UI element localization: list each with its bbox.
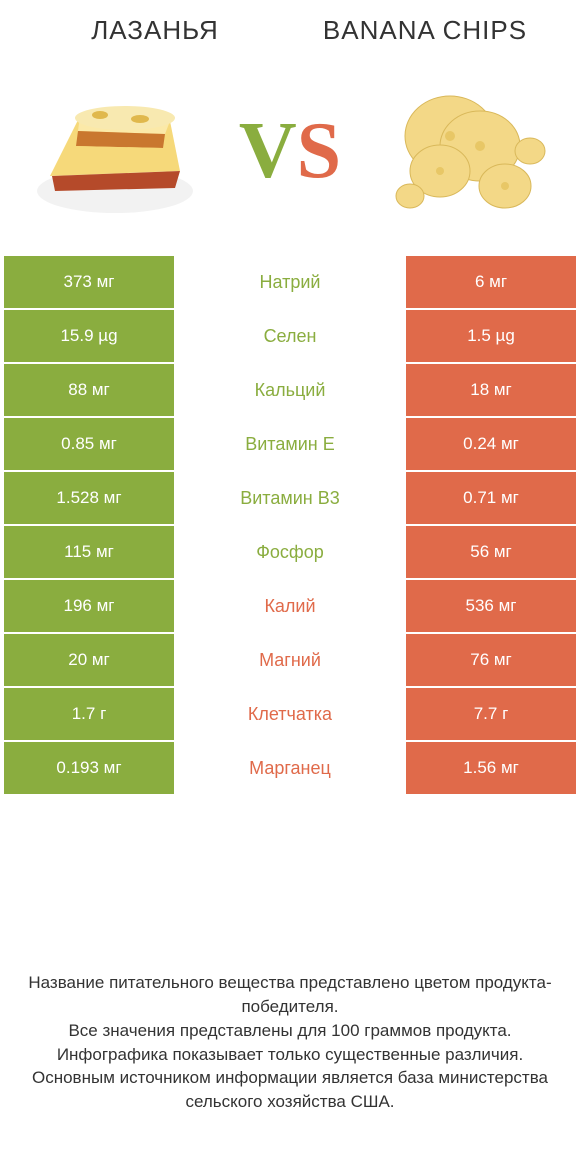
nutrient-name: Селен: [174, 310, 406, 362]
footer-line: Инфографика показывает только существенн…: [20, 1043, 560, 1067]
table-row: 20 мгМагний76 мг: [4, 634, 576, 688]
value-right: 1.56 мг: [406, 742, 576, 794]
product-image-right: [380, 76, 550, 226]
table-row: 1.7 гКлетчатка7.7 г: [4, 688, 576, 742]
value-left: 88 мг: [4, 364, 174, 416]
value-left: 15.9 µg: [4, 310, 174, 362]
footer-line: Основным источником информации является …: [20, 1066, 560, 1114]
table-row: 88 мгКальций18 мг: [4, 364, 576, 418]
footer-notes: Название питательного вещества представл…: [0, 931, 580, 1174]
value-left: 20 мг: [4, 634, 174, 686]
nutrient-name: Калий: [174, 580, 406, 632]
vs-s: S: [297, 111, 342, 191]
nutrient-table: 373 мгНатрий6 мг15.9 µgСелен1.5 µg88 мгК…: [0, 256, 580, 796]
nutrient-name: Фосфор: [174, 526, 406, 578]
nutrient-name: Клетчатка: [174, 688, 406, 740]
title-right: BANANA CHIPS: [290, 15, 560, 46]
value-right: 7.7 г: [406, 688, 576, 740]
value-left: 373 мг: [4, 256, 174, 308]
nutrient-name: Натрий: [174, 256, 406, 308]
product-image-left: [30, 76, 200, 226]
value-right: 1.5 µg: [406, 310, 576, 362]
value-right: 56 мг: [406, 526, 576, 578]
value-left: 196 мг: [4, 580, 174, 632]
value-left: 1.7 г: [4, 688, 174, 740]
footer-line: Название питательного вещества представл…: [20, 971, 560, 1019]
vs-v: V: [239, 111, 297, 191]
nutrient-name: Марганец: [174, 742, 406, 794]
value-left: 115 мг: [4, 526, 174, 578]
value-right: 18 мг: [406, 364, 576, 416]
value-right: 536 мг: [406, 580, 576, 632]
table-row: 0.193 мгМарганец1.56 мг: [4, 742, 576, 796]
value-left: 0.193 мг: [4, 742, 174, 794]
hero-row: VS: [0, 56, 580, 256]
nutrient-name: Кальций: [174, 364, 406, 416]
value-right: 0.71 мг: [406, 472, 576, 524]
table-row: 1.528 мгВитамин B30.71 мг: [4, 472, 576, 526]
titles-row: ЛАЗАНЬЯ BANANA CHIPS: [0, 0, 580, 56]
nutrient-name: Магний: [174, 634, 406, 686]
nutrient-name: Витамин E: [174, 418, 406, 470]
value-right: 6 мг: [406, 256, 576, 308]
footer-line: Все значения представлены для 100 граммо…: [20, 1019, 560, 1043]
table-row: 15.9 µgСелен1.5 µg: [4, 310, 576, 364]
title-left: ЛАЗАНЬЯ: [20, 15, 290, 46]
table-row: 0.85 мгВитамин E0.24 мг: [4, 418, 576, 472]
value-left: 1.528 мг: [4, 472, 174, 524]
value-left: 0.85 мг: [4, 418, 174, 470]
table-row: 115 мгФосфор56 мг: [4, 526, 576, 580]
table-row: 196 мгКалий536 мг: [4, 580, 576, 634]
value-right: 76 мг: [406, 634, 576, 686]
value-right: 0.24 мг: [406, 418, 576, 470]
vs-label: VS: [239, 111, 341, 191]
table-row: 373 мгНатрий6 мг: [4, 256, 576, 310]
nutrient-name: Витамин B3: [174, 472, 406, 524]
